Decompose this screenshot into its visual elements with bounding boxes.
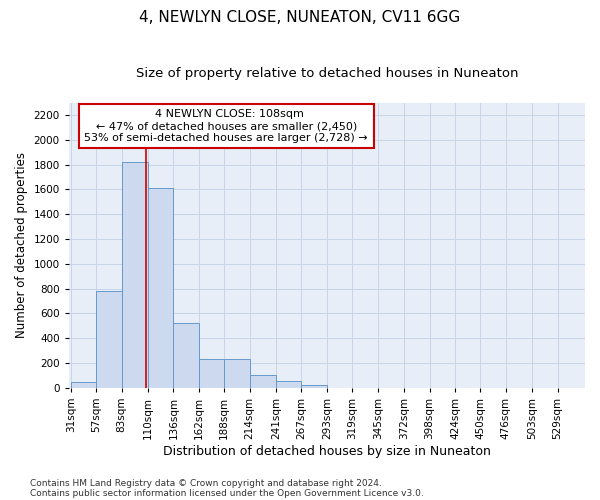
Bar [250,375,276,388]
Text: 4, NEWLYN CLOSE, NUNEATON, CV11 6GG: 4, NEWLYN CLOSE, NUNEATON, CV11 6GG [139,10,461,25]
Bar [122,162,148,388]
Text: Contains public sector information licensed under the Open Government Licence v3: Contains public sector information licen… [30,488,424,498]
Bar [276,381,301,388]
Bar [199,360,224,388]
X-axis label: Distribution of detached houses by size in Nuneaton: Distribution of detached houses by size … [163,444,491,458]
Bar [148,188,173,388]
Bar [301,384,327,388]
Y-axis label: Number of detached properties: Number of detached properties [15,152,28,338]
Bar [71,382,96,388]
Bar [224,360,250,388]
Title: Size of property relative to detached houses in Nuneaton: Size of property relative to detached ho… [136,68,518,80]
Text: Contains HM Land Registry data © Crown copyright and database right 2024.: Contains HM Land Registry data © Crown c… [30,478,382,488]
Bar [96,291,122,388]
Text: 4 NEWLYN CLOSE: 108sqm
← 47% of detached houses are smaller (2,450)
53% of semi-: 4 NEWLYN CLOSE: 108sqm ← 47% of detached… [85,110,368,142]
Bar [173,324,199,388]
